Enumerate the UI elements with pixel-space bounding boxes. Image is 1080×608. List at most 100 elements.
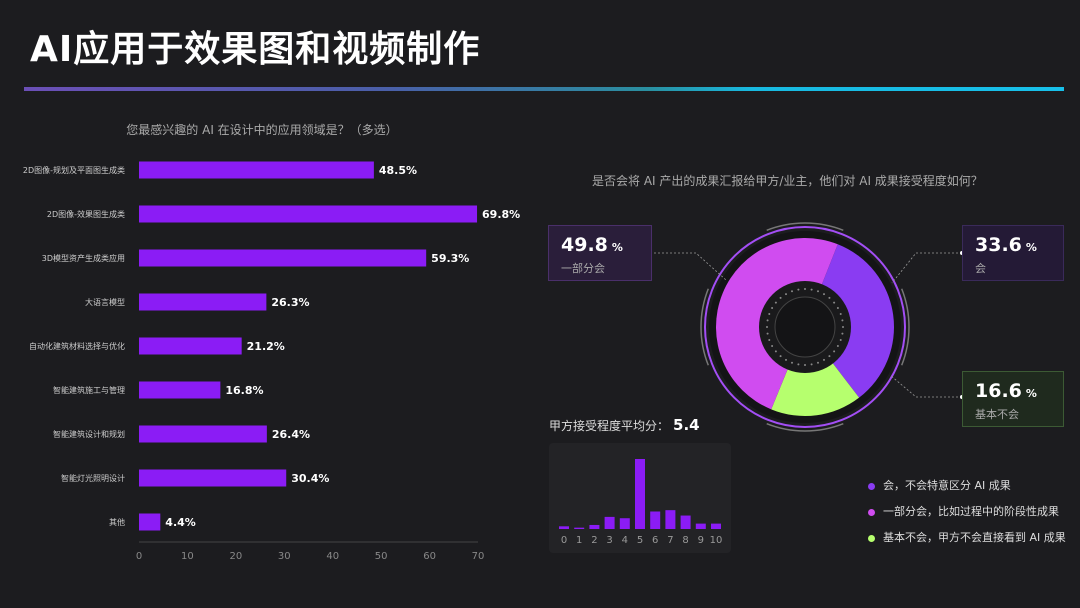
bar-category-label: 2D图像-规划及平面图生成类 [23,165,125,175]
callout-unit: % [1025,387,1037,400]
histogram-tick-label: 2 [591,535,597,546]
bar-value-label: 69.8% [482,208,520,221]
title-divider [24,87,1064,91]
center-dot [833,350,836,353]
legend-dot [868,534,875,542]
center-dot [768,313,771,316]
center-circle [774,296,836,358]
bar-value-label: 4.4% [165,516,196,529]
histogram-bar [635,459,645,529]
pie-chart-acceptance [648,222,964,432]
x-tick-label: 70 [472,551,485,562]
bar-value-label: 26.3% [271,296,309,309]
center-dot [791,361,794,364]
center-dot [771,307,774,309]
center-dot [768,338,771,341]
callout-value: 49.8 [561,234,608,256]
histogram-tick-label: 9 [698,535,704,546]
histogram-tick-label: 1 [576,535,582,546]
bar-value-label: 16.8% [225,384,263,397]
bar-category-label: 3D模型资产生成类应用 [42,253,125,263]
center-dot [833,301,836,304]
bar-value-label: 26.4% [272,428,310,441]
callout-label: 基本不会 [975,408,1019,421]
bar [139,469,287,487]
center-dot [823,358,825,361]
score-title-label: 甲方接受程度平均分： [549,419,670,433]
center-dot [766,326,768,328]
bar-category-label: 其他 [109,517,125,527]
bar [139,249,427,267]
center-dot [828,296,831,299]
legend-label: 会，不会特意区分 AI 成果 [883,479,1011,492]
bar-value-label: 48.5% [379,164,417,177]
legend-label: 一部分会，比如过程中的阶段性成果 [883,505,1059,518]
histogram-bar [559,526,569,529]
bar-value-label: 59.3% [431,252,469,265]
callout-unit: % [1025,241,1037,254]
bar-value-label: 21.2% [247,340,285,353]
center-dot [836,345,839,347]
bar [139,205,478,223]
callout-card-partial: 49.8% 一部分会 [548,225,652,281]
bar-category-label: 自动化建筑材料选择与优化 [29,341,125,351]
histogram-bar [650,511,661,529]
x-tick-label: 60 [423,551,436,562]
histogram-tick-label: 4 [622,535,628,546]
center-dot [841,332,844,335]
score-average: 5.4 [673,416,700,434]
center-dot [828,355,831,358]
histogram-bar [604,516,615,529]
center-dot [810,363,813,366]
ring-tick-arc [766,422,844,432]
bar [139,337,242,355]
ring-tick-arc [900,288,910,366]
callout-label: 一部分会 [561,262,605,275]
x-tick-label: 20 [229,551,242,562]
histogram-bar [680,515,691,529]
center-dot [797,288,800,291]
histogram-bar [619,518,630,529]
bar-category-label: 智能建筑施工与管理 [53,385,125,395]
bar [139,381,221,399]
bar-category-label: 智能建筑设计和规划 [53,429,125,439]
center-dot [791,290,794,293]
center-dot [816,361,819,364]
legend-dot [868,482,875,490]
legend-dot [868,508,875,516]
histogram-tick-label: 5 [637,535,643,546]
histogram-tick-label: 6 [652,535,658,546]
leader-line [650,252,727,281]
center-dot [804,288,806,290]
legend-item-yes: 会，不会特意区分 AI 成果 [868,477,1011,493]
histogram-bar [695,523,706,529]
callout-label: 会 [975,262,986,275]
ring-tick-arc [700,288,710,366]
center-dot [771,345,774,347]
bar [139,513,161,531]
callout-card-yes: 33.6% 会 [962,225,1064,281]
histogram-bar [665,510,676,529]
legend-label: 基本不会，甲方不会直接看到 AI 成果 [883,531,1066,544]
bar-value-label: 30.4% [291,472,329,485]
bar [139,293,267,311]
bar-category-label: 大语言模型 [85,297,125,307]
bar-category-label: 2D图像-效果图生成类 [47,209,125,219]
center-dot [774,350,777,353]
center-dot [839,338,842,341]
center-dot [836,307,839,309]
center-dot [779,355,782,358]
histogram-tick-label: 0 [561,535,567,546]
center-dot [816,290,819,293]
x-tick-label: 30 [278,551,291,562]
page-title: AI应用于效果图和视频制作 [30,29,481,70]
center-dot [839,313,842,316]
center-dot [766,332,769,335]
histogram-tick-label: 10 [710,535,723,546]
center-dot [766,319,769,322]
callout-unit: % [611,241,623,254]
callout-value: 33.6 [975,234,1022,256]
outer-ring [704,226,906,428]
score-title: 甲方接受程度平均分： 5.4 [549,416,700,434]
center-dot [779,296,782,299]
